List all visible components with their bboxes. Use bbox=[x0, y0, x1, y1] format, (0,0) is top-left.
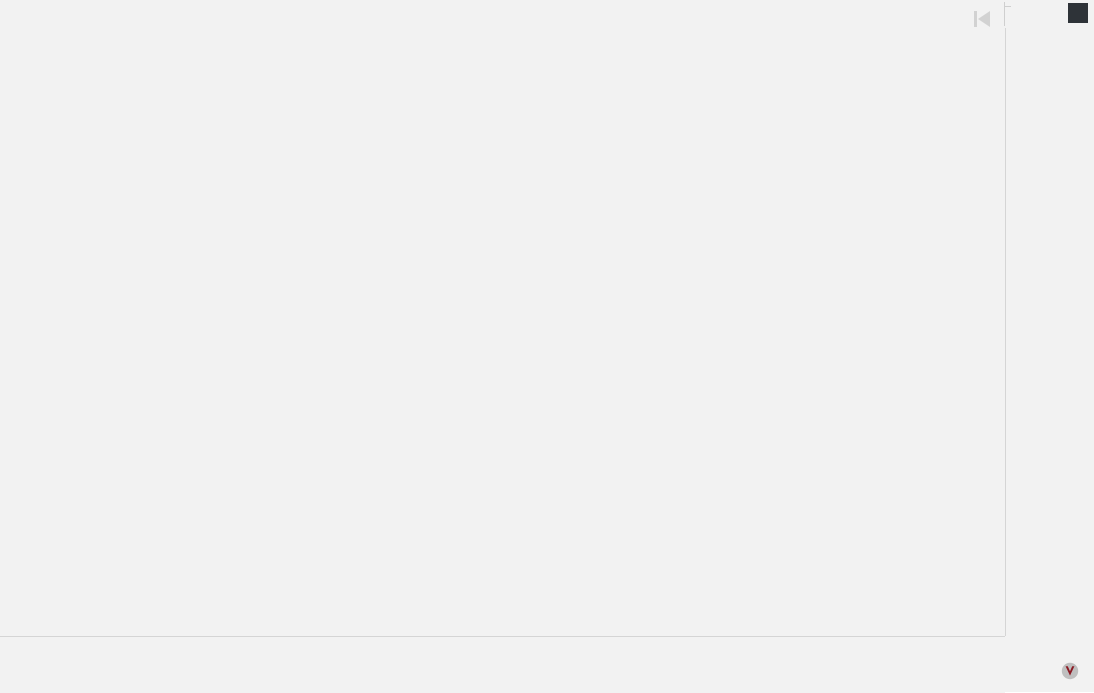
chart-plot-area[interactable] bbox=[0, 28, 1005, 636]
chart-toolbar bbox=[0, 0, 1094, 28]
ninjatrader-logo-icon bbox=[1061, 662, 1079, 685]
skip-to-start-icon[interactable] bbox=[973, 10, 993, 28]
f-button[interactable] bbox=[1068, 3, 1088, 23]
time-axis[interactable] bbox=[0, 636, 1005, 693]
crosshair-tick bbox=[1004, 2, 1011, 26]
ninjatrader-brand bbox=[1061, 662, 1084, 684]
candlestick-canvas bbox=[0, 28, 1005, 636]
price-axis[interactable] bbox=[1005, 28, 1094, 636]
